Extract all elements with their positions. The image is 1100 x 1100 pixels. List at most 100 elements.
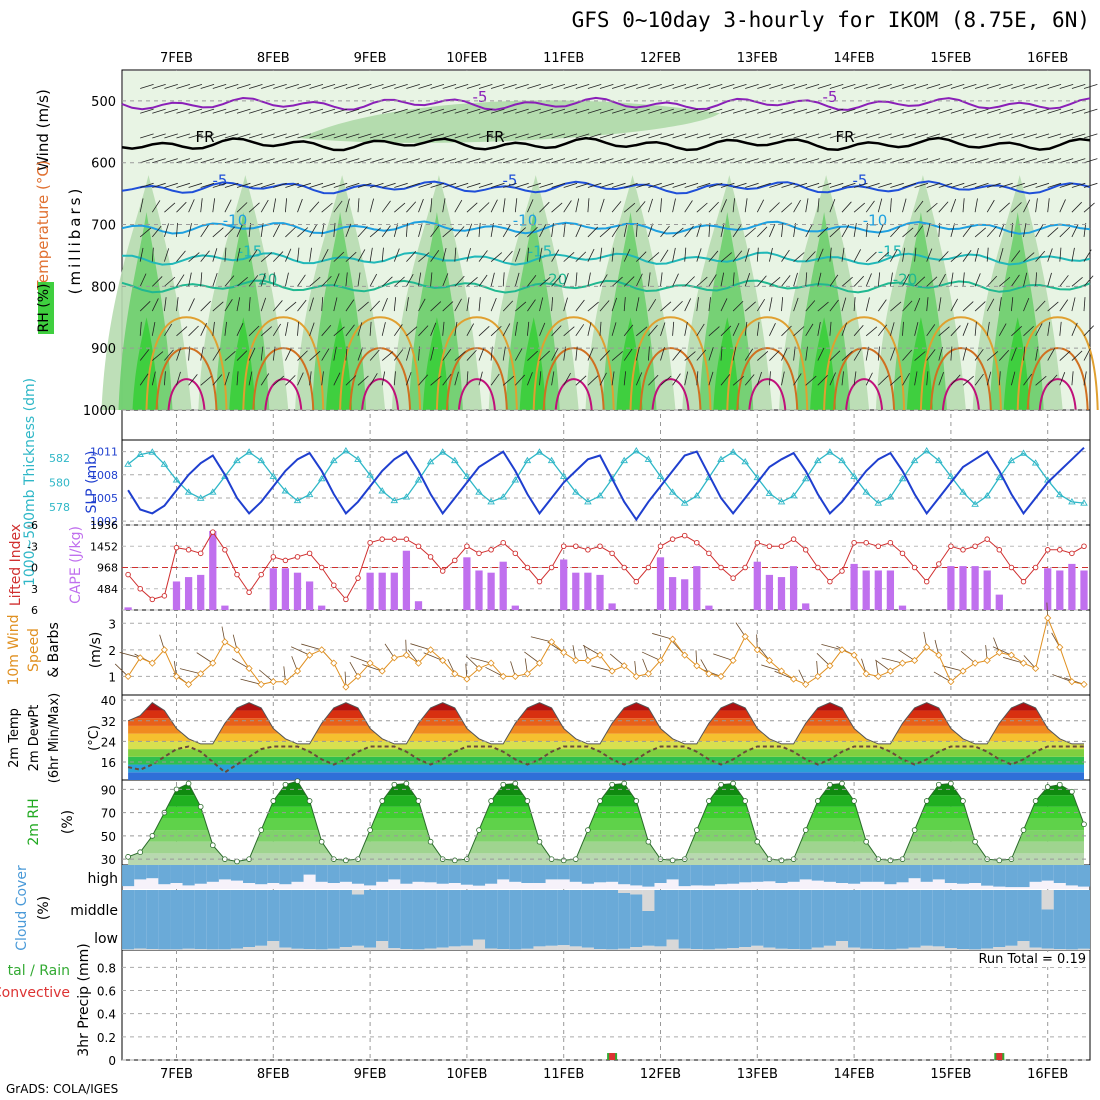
precip-convective-bar bbox=[609, 1053, 616, 1060]
wind-barb bbox=[938, 158, 953, 164]
rh-point bbox=[524, 798, 531, 804]
wind-barb bbox=[442, 247, 447, 262]
wind-barb bbox=[1071, 350, 1083, 361]
wind-speed-point bbox=[511, 672, 519, 680]
rh-point bbox=[391, 781, 398, 788]
wind-barb bbox=[938, 108, 953, 114]
wind-barb bbox=[817, 84, 832, 89]
cloud-bar-high bbox=[981, 865, 994, 886]
li-point bbox=[911, 564, 918, 571]
cloud-bar-middle bbox=[448, 890, 461, 920]
cloud-bar-low-cap bbox=[315, 920, 328, 950]
cloud-bar-low bbox=[920, 945, 933, 950]
wind-barb bbox=[393, 297, 397, 312]
wind-barb bbox=[321, 223, 325, 237]
rh-band bbox=[128, 853, 1085, 865]
cloud-bar-low bbox=[993, 947, 1006, 950]
cloud-bar-low bbox=[533, 946, 546, 950]
wind-barb bbox=[345, 108, 360, 114]
wind-barb bbox=[1011, 222, 1013, 237]
wind-barb bbox=[769, 371, 771, 386]
wind-barb bbox=[769, 350, 780, 361]
wind-barb bbox=[841, 322, 848, 336]
wind-speed-point bbox=[1032, 664, 1040, 673]
wind-barb bbox=[708, 326, 720, 337]
wind-speed-line bbox=[127, 616, 1085, 688]
wind-barb bbox=[756, 371, 762, 386]
wind-barb bbox=[1071, 247, 1075, 262]
wind-barb bbox=[539, 108, 553, 114]
rh-point bbox=[451, 857, 458, 864]
wind-barb bbox=[200, 198, 203, 213]
wind-barb bbox=[188, 272, 192, 287]
rh-band bbox=[128, 830, 1085, 842]
wind-speed-point bbox=[197, 670, 205, 678]
wind-speed-point bbox=[281, 678, 289, 686]
wind-barb bbox=[732, 198, 735, 213]
chart-title: GFS 0~10day 3-hourly for IKOM (8.75E, 6N… bbox=[571, 8, 1090, 32]
wind-barb bbox=[817, 182, 832, 188]
wind-barb bbox=[333, 84, 348, 89]
cape-bar bbox=[197, 574, 205, 610]
li-point bbox=[125, 571, 131, 578]
cloud-bar-low-cap bbox=[351, 920, 365, 946]
rh-point bbox=[693, 827, 700, 833]
wind-barb bbox=[248, 222, 251, 237]
slp-axis-label: SLP (mb) bbox=[84, 450, 100, 513]
wind-barb bbox=[527, 275, 537, 287]
wind-barb bbox=[866, 108, 880, 114]
wind-speed-point bbox=[1044, 614, 1052, 622]
wind-barb bbox=[575, 158, 590, 164]
thickness-point bbox=[608, 474, 616, 482]
wind-speed-point bbox=[451, 670, 459, 678]
wind-barb bbox=[890, 375, 902, 386]
wind-barb bbox=[454, 182, 469, 188]
thickness-point bbox=[475, 488, 483, 495]
date-label-top: 14FEB bbox=[834, 51, 875, 66]
wind-barb bbox=[212, 272, 218, 287]
wind-barb bbox=[829, 247, 832, 262]
cloud-bar-low-cap bbox=[860, 920, 873, 949]
surface-wind-barb bbox=[933, 671, 952, 683]
thickness-point bbox=[584, 498, 592, 505]
wind-barb bbox=[176, 222, 178, 237]
wind-barb bbox=[635, 273, 643, 287]
rh-plume bbox=[779, 175, 870, 410]
wind-barb bbox=[430, 198, 433, 213]
wind-barb bbox=[261, 84, 275, 89]
rh-plume-mid bbox=[796, 212, 851, 410]
wind-barb bbox=[1059, 321, 1062, 336]
wind-barb bbox=[623, 276, 635, 287]
surface-wind-barb bbox=[758, 646, 770, 661]
cape-bar bbox=[668, 577, 677, 610]
wind-barb bbox=[333, 346, 337, 361]
contour-label: -20 bbox=[893, 270, 918, 288]
temp-band bbox=[128, 756, 1085, 765]
surface-wind-barb bbox=[301, 643, 322, 651]
rh-point bbox=[197, 803, 204, 810]
wind-barb bbox=[829, 299, 839, 312]
thickness-point bbox=[922, 447, 931, 454]
rh-plume-core bbox=[906, 317, 933, 410]
wind-barb bbox=[454, 108, 469, 114]
wind-barb bbox=[648, 198, 653, 213]
li-point bbox=[778, 543, 785, 550]
cloud-bar-low bbox=[775, 948, 788, 950]
thickness-point bbox=[233, 456, 241, 464]
cloud-bar-low-cap bbox=[230, 920, 244, 949]
wind-speed-point bbox=[765, 656, 773, 665]
wind-barb bbox=[466, 202, 478, 213]
wind-barb bbox=[599, 350, 610, 361]
upper-wind-barbs bbox=[139, 84, 1098, 386]
wind-barb bbox=[877, 223, 884, 238]
wind-barb bbox=[418, 198, 424, 213]
wind-barb bbox=[260, 346, 264, 361]
cloud-bar-middle bbox=[593, 890, 607, 920]
wind-barb bbox=[490, 272, 495, 287]
thickness-point bbox=[910, 456, 919, 464]
wind-barb bbox=[502, 300, 514, 312]
rh-point bbox=[706, 798, 712, 804]
cloud-bar-low-cap bbox=[1077, 920, 1091, 949]
li-point bbox=[706, 550, 712, 557]
wind-barb bbox=[176, 297, 179, 312]
